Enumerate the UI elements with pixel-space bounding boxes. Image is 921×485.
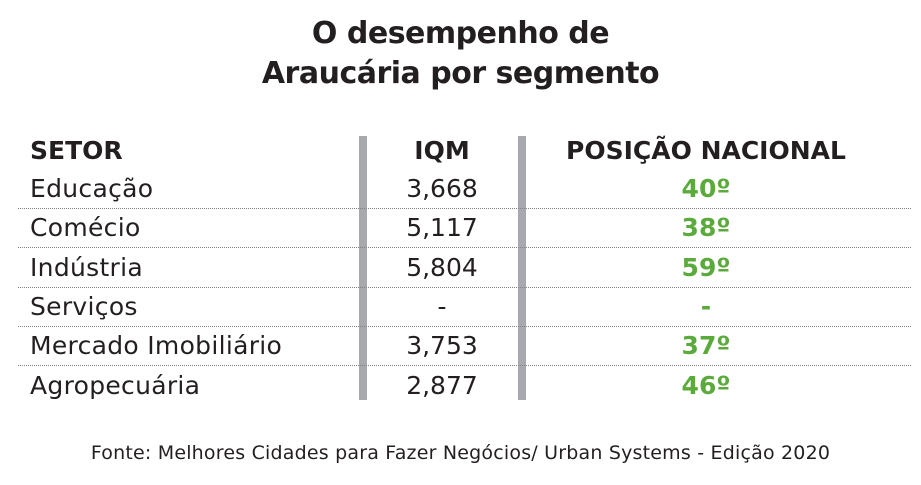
cell-iqm: 2,877: [406, 370, 478, 400]
column-divider-1: [359, 136, 367, 400]
cell-setor: Agropecuária: [30, 370, 201, 400]
cell-posicao: 46º: [681, 370, 731, 400]
source-note: Fonte: Melhores Cidades para Fazer Negóc…: [90, 442, 831, 464]
table-row: Educação 3,668 40º: [0, 170, 921, 209]
cell-setor: Mercado Imobiliário: [30, 331, 283, 361]
cell-posicao: -: [700, 291, 712, 321]
table-row: Comécio 5,117 38º: [0, 209, 921, 249]
cell-posicao: 59º: [681, 252, 731, 282]
table-row: Mercado Imobiliário 3,753 37º: [0, 327, 921, 367]
cell-iqm: -: [437, 291, 447, 321]
chart-title-line-1: O desempenho de: [311, 16, 610, 51]
cell-iqm: 3,668: [406, 174, 478, 203]
cell-setor: Indústria: [30, 252, 144, 282]
cell-posicao: 37º: [681, 331, 731, 361]
cell-setor: Serviços: [30, 291, 138, 321]
row-separator: [18, 247, 911, 249]
cell-setor: Comécio: [30, 213, 141, 243]
cell-posicao: 40º: [681, 174, 731, 203]
row-separator: [18, 325, 911, 327]
table-row: Agropecuária 2,877 46º: [0, 367, 921, 406]
chart-title: O desempenho de Araucária por segmento: [0, 14, 921, 94]
cell-setor: Educação: [30, 174, 154, 203]
table-row: Serviços - -: [0, 288, 921, 327]
row-separator: [18, 286, 911, 288]
cell-posicao: 38º: [681, 213, 731, 243]
cell-iqm: 5,117: [406, 213, 478, 243]
header-setor: SETOR: [30, 136, 123, 165]
table-row: Indústria 5,804 59º: [0, 249, 921, 288]
chart-title-line-2: Araucária por segmento: [261, 56, 660, 91]
cell-iqm: 5,804: [406, 252, 478, 282]
row-separator: [18, 365, 911, 367]
column-divider-2: [518, 136, 526, 400]
cell-iqm: 3,753: [406, 331, 478, 361]
row-separator: [18, 208, 911, 209]
header-iqm: IQM: [414, 136, 470, 165]
header-posicao-nacional: POSIÇÃO NACIONAL: [566, 136, 846, 165]
